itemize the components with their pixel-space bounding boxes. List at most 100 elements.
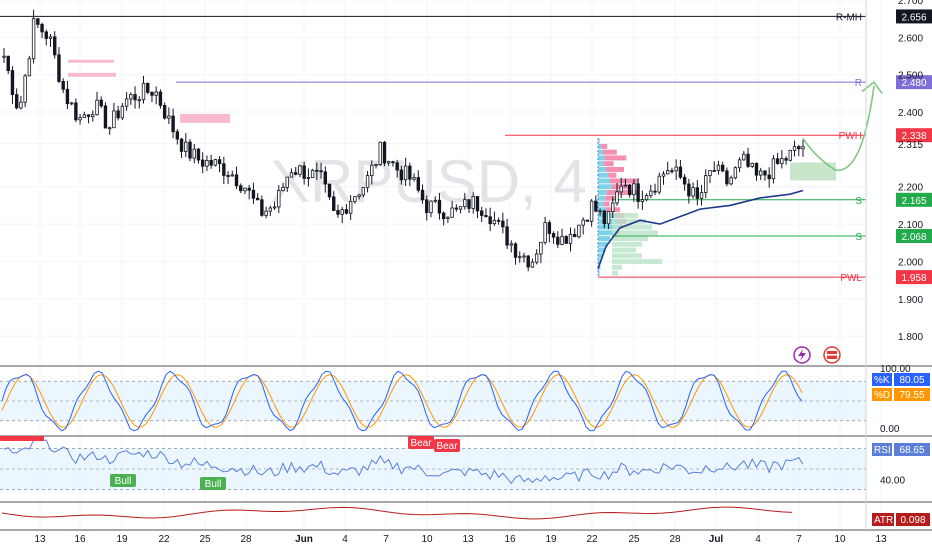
vp-bar bbox=[603, 201, 610, 207]
signal-label: Bear bbox=[410, 438, 432, 449]
candle-body bbox=[107, 127, 112, 130]
candle-body bbox=[627, 184, 632, 196]
candle-body bbox=[319, 170, 323, 173]
candle-body bbox=[611, 202, 615, 212]
candle-body bbox=[129, 94, 133, 100]
time-tick: 25 bbox=[199, 534, 211, 545]
candle-body bbox=[496, 219, 501, 222]
candle-body bbox=[437, 199, 442, 214]
level-badge bbox=[896, 9, 932, 24]
vp-bar bbox=[602, 149, 617, 155]
stoch-d-label: %D bbox=[874, 390, 890, 401]
candle-body bbox=[103, 105, 108, 129]
ma-line bbox=[597, 189, 804, 270]
candle-body bbox=[433, 199, 437, 202]
vp-bar bbox=[601, 143, 608, 149]
vp-bar bbox=[598, 247, 606, 253]
level-badge bbox=[896, 270, 932, 285]
price-tick: 2.400 bbox=[898, 108, 923, 119]
vp-bar bbox=[603, 161, 614, 167]
candle-body bbox=[801, 146, 805, 150]
level-name: PWL bbox=[840, 273, 862, 284]
candle-body bbox=[27, 58, 32, 77]
candle-body bbox=[374, 164, 378, 166]
candle-body bbox=[230, 174, 234, 177]
level-value: 2.480 bbox=[901, 78, 926, 89]
vp-bar bbox=[612, 241, 642, 247]
vp-bar bbox=[612, 224, 652, 230]
candle-body bbox=[530, 261, 535, 268]
level-value: 2.165 bbox=[901, 196, 926, 207]
time-tick: 16 bbox=[74, 534, 86, 545]
candle-body bbox=[619, 185, 623, 193]
price-axis: 2.700 2.600 2.500 2.400 2.315 2.200 2.100 2.000… bbox=[865, 0, 923, 530]
level-value: 2.338 bbox=[901, 131, 926, 142]
supply-zone bbox=[68, 59, 114, 63]
level-name: S bbox=[855, 232, 862, 243]
level-badge bbox=[896, 229, 932, 244]
candle-body bbox=[429, 200, 433, 213]
stoch-tick: 0.00 bbox=[880, 424, 900, 435]
candle-body bbox=[272, 206, 277, 209]
candle-body bbox=[332, 196, 336, 211]
candle-body bbox=[484, 215, 488, 218]
stoch-tick: 100.00 bbox=[880, 364, 911, 375]
candle-body bbox=[458, 206, 463, 210]
candle-body bbox=[205, 159, 209, 167]
candle-body bbox=[720, 164, 725, 172]
candle-body bbox=[716, 164, 721, 171]
candle-body bbox=[767, 174, 771, 180]
atr-label: ATR bbox=[874, 515, 893, 526]
candle-body bbox=[480, 210, 484, 216]
candle-body bbox=[10, 70, 15, 96]
time-tick: 7 bbox=[796, 534, 802, 545]
candle-body bbox=[222, 163, 226, 176]
candle-body bbox=[370, 164, 374, 177]
candle-body bbox=[209, 159, 213, 166]
candle-body bbox=[666, 170, 670, 175]
candle-body bbox=[784, 158, 788, 161]
candle-body bbox=[150, 91, 154, 96]
candle-body bbox=[31, 18, 36, 60]
candle-body bbox=[420, 189, 425, 201]
candle-body bbox=[327, 183, 332, 198]
time-tick: 7 bbox=[383, 534, 389, 545]
candle-body bbox=[450, 207, 454, 218]
candle-body bbox=[315, 169, 319, 172]
price-tick: 2.000 bbox=[898, 257, 923, 268]
candle-body bbox=[763, 170, 767, 176]
candle-body bbox=[23, 75, 27, 103]
candle-body bbox=[733, 167, 738, 179]
rsi-tick: 40.00 bbox=[880, 475, 905, 486]
bear-signal bbox=[408, 436, 434, 449]
candle-body bbox=[44, 31, 48, 39]
candle-body bbox=[505, 226, 509, 246]
indicators: 100.00 0.00 %K 80.05 %D 79.55 40.00 RSI 68.65 Bul… bbox=[0, 364, 932, 531]
candle-body bbox=[365, 175, 370, 188]
candle-body bbox=[759, 170, 763, 176]
time-tick: 25 bbox=[628, 534, 640, 545]
icons[interactable] bbox=[793, 346, 841, 364]
candle-body bbox=[112, 110, 116, 129]
candle-body bbox=[323, 171, 327, 185]
stoch-d-value: 79.55 bbox=[899, 390, 924, 401]
candle-body bbox=[188, 141, 192, 159]
vp-bar bbox=[606, 190, 637, 195]
candle-body bbox=[581, 219, 585, 226]
candle-body bbox=[217, 159, 222, 165]
candle-body bbox=[14, 94, 19, 109]
candle-body bbox=[585, 219, 590, 222]
candle-body bbox=[670, 170, 674, 173]
candle-body bbox=[99, 99, 103, 107]
stoch-d-badge bbox=[894, 388, 930, 401]
candle-body bbox=[213, 159, 218, 166]
candle-body bbox=[615, 191, 619, 204]
vp-bar bbox=[598, 155, 605, 161]
candle-body bbox=[560, 236, 564, 245]
candle-body bbox=[522, 255, 526, 258]
candle-body bbox=[687, 183, 691, 197]
level-name: R bbox=[855, 78, 862, 89]
candle-body bbox=[657, 175, 661, 193]
rsi-tag bbox=[872, 443, 892, 456]
candle-body bbox=[124, 98, 129, 107]
